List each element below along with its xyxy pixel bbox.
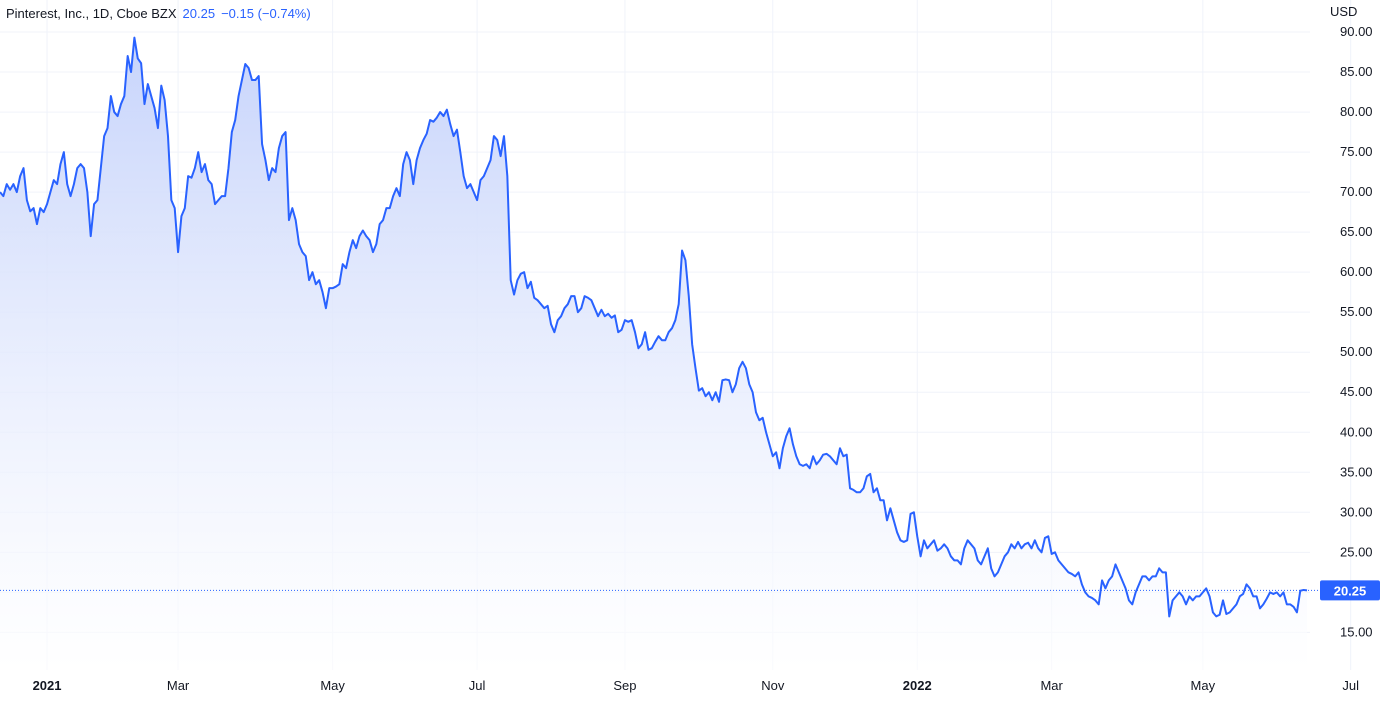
chart-legend: Pinterest, Inc., 1D, Cboe BZX 20.25 −0.15 … <box>6 6 311 21</box>
y-tick-label: 15.00 <box>1340 624 1373 639</box>
price-area-fill <box>0 37 1307 671</box>
y-tick-label: 90.00 <box>1340 24 1373 39</box>
y-tick-label: 65.00 <box>1340 224 1373 239</box>
last-value-label: 20.25 <box>182 6 216 21</box>
x-tick-label: Jul <box>1342 678 1359 693</box>
currency-label: USD <box>1330 4 1357 19</box>
time-axis[interactable]: 2021 Mar May Jul Sep Nov 2022 Mar May Jul <box>33 678 1360 693</box>
y-tick-label: 25.00 <box>1340 544 1373 559</box>
x-tick-label: Jul <box>469 678 486 693</box>
change-label: −0.15 (−0.74%) <box>221 6 311 21</box>
y-tick-label: 40.00 <box>1340 424 1373 439</box>
x-tick-label: 2021 <box>33 678 62 693</box>
y-tick-label: 30.00 <box>1340 504 1373 519</box>
x-tick-label: May <box>1191 678 1216 693</box>
last-price-tag-bg <box>1320 580 1380 601</box>
y-tick-label: 70.00 <box>1340 184 1373 199</box>
y-tick-label: 35.00 <box>1340 464 1373 479</box>
symbol-label: Pinterest, Inc., 1D, Cboe BZX <box>6 6 177 21</box>
y-tick-label: 45.00 <box>1340 384 1373 399</box>
y-tick-label: 60.00 <box>1340 264 1373 279</box>
y-tick-label: 85.00 <box>1340 64 1373 79</box>
x-tick-label: Sep <box>613 678 636 693</box>
x-tick-label: Mar <box>167 678 190 693</box>
y-tick-label: 75.00 <box>1340 144 1373 159</box>
price-line[interactable] <box>0 36 1308 618</box>
last-price-tag: 20.25 <box>1320 580 1380 601</box>
last-price-tag-text: 20.25 <box>1334 583 1367 598</box>
x-tick-label: May <box>320 678 345 693</box>
y-tick-label: 50.00 <box>1340 344 1373 359</box>
y-tick-label: 80.00 <box>1340 104 1373 119</box>
x-tick-label: Mar <box>1040 678 1063 693</box>
x-tick-label: Nov <box>761 678 785 693</box>
y-tick-label: 55.00 <box>1340 304 1373 319</box>
price-axis[interactable]: USD 15.0020.0025.0030.0035.0040.0045.005… <box>1330 4 1373 639</box>
x-tick-label: 2022 <box>903 678 932 693</box>
